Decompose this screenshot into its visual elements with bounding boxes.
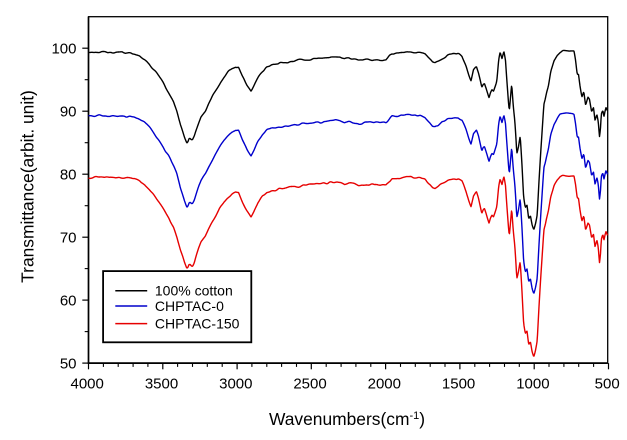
svg-text:1000: 1000 (516, 375, 549, 392)
svg-text:3500: 3500 (145, 375, 178, 392)
svg-text:CHPTAC-0: CHPTAC-0 (155, 298, 224, 314)
svg-text:70: 70 (60, 229, 77, 246)
svg-text:100: 100 (51, 40, 76, 57)
svg-text:1500: 1500 (442, 375, 475, 392)
svg-text:80: 80 (60, 166, 77, 183)
svg-text:CHPTAC-150: CHPTAC-150 (155, 316, 240, 332)
svg-text:4000: 4000 (71, 375, 104, 392)
svg-text:3000: 3000 (219, 375, 252, 392)
svg-text:50: 50 (60, 355, 77, 372)
svg-text:500: 500 (595, 375, 620, 392)
svg-text:Transmittance(arbit. unit): Transmittance(arbit. unit) (17, 90, 37, 283)
svg-text:60: 60 (60, 292, 77, 309)
svg-text:90: 90 (60, 103, 77, 120)
svg-text:Wavenumbers(cm-1): Wavenumbers(cm-1) (269, 409, 425, 429)
svg-text:100% cotton: 100% cotton (155, 283, 233, 299)
svg-text:2500: 2500 (293, 375, 326, 392)
svg-text:2000: 2000 (368, 375, 401, 392)
